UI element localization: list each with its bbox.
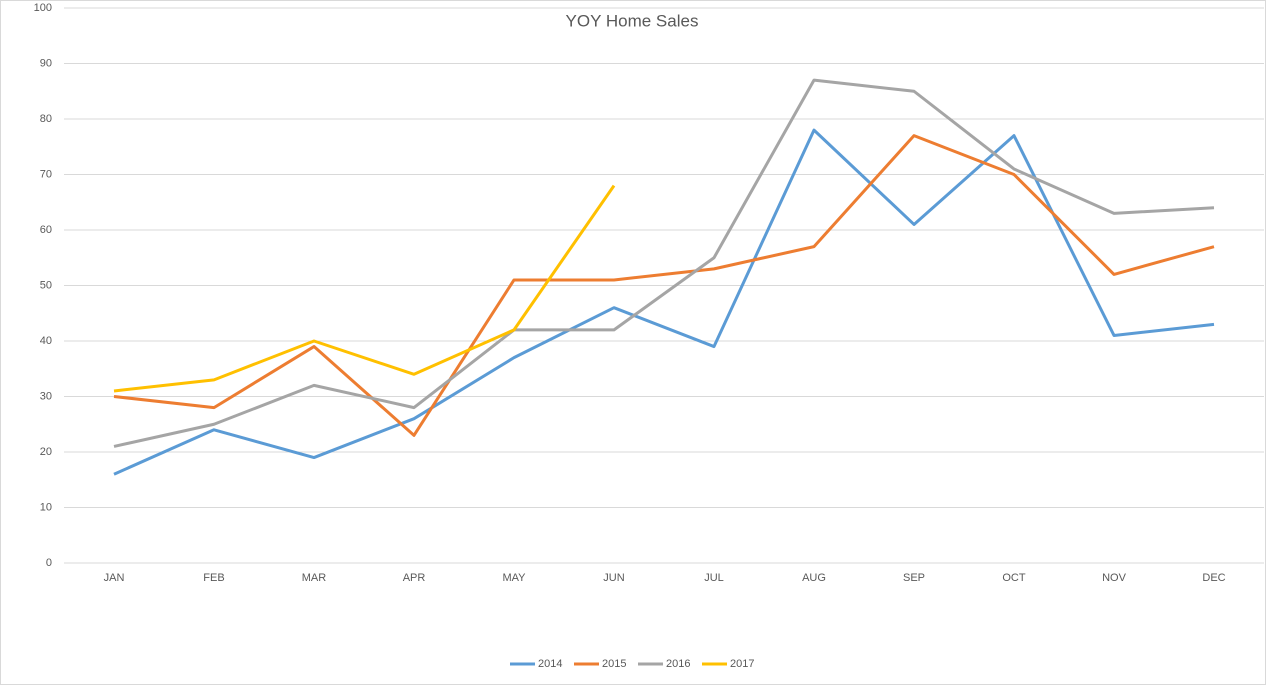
y-tick-label: 100 [34, 2, 52, 14]
y-tick-label: 40 [40, 335, 52, 347]
legend-label: 2014 [538, 658, 562, 670]
y-tick-label: 70 [40, 168, 52, 180]
y-tick-label: 10 [40, 501, 52, 513]
x-tick-label: MAR [302, 572, 327, 584]
x-tick-label: NOV [1102, 572, 1127, 584]
y-tick-label: 80 [40, 113, 52, 125]
x-tick-label: JAN [104, 572, 125, 584]
series-line [113, 78, 1215, 448]
y-tick-label: 20 [40, 446, 52, 458]
chart-title: YOY Home Sales [566, 11, 699, 30]
y-tick-label: 90 [40, 57, 52, 69]
x-tick-label: MAY [502, 572, 526, 584]
legend-label: 2016 [666, 658, 690, 670]
x-tick-label: DEC [1202, 572, 1225, 584]
y-tick-label: 60 [40, 224, 52, 236]
x-tick-label: FEB [203, 572, 224, 584]
x-tick-label: APR [403, 572, 426, 584]
x-tick-label: AUG [802, 572, 826, 584]
legend-label: 2015 [602, 658, 626, 670]
x-tick-label: JUL [704, 572, 724, 584]
x-tick-label: SEP [903, 572, 925, 584]
x-tick-label: JUN [603, 572, 624, 584]
y-tick-label: 30 [40, 390, 52, 402]
y-tick-label: 0 [46, 557, 52, 569]
series-line [113, 128, 1215, 476]
legend-label: 2017 [730, 658, 754, 670]
x-tick-label: OCT [1002, 572, 1026, 584]
y-tick-label: 50 [40, 279, 52, 291]
series-line [113, 134, 1215, 437]
series-line [113, 184, 616, 393]
